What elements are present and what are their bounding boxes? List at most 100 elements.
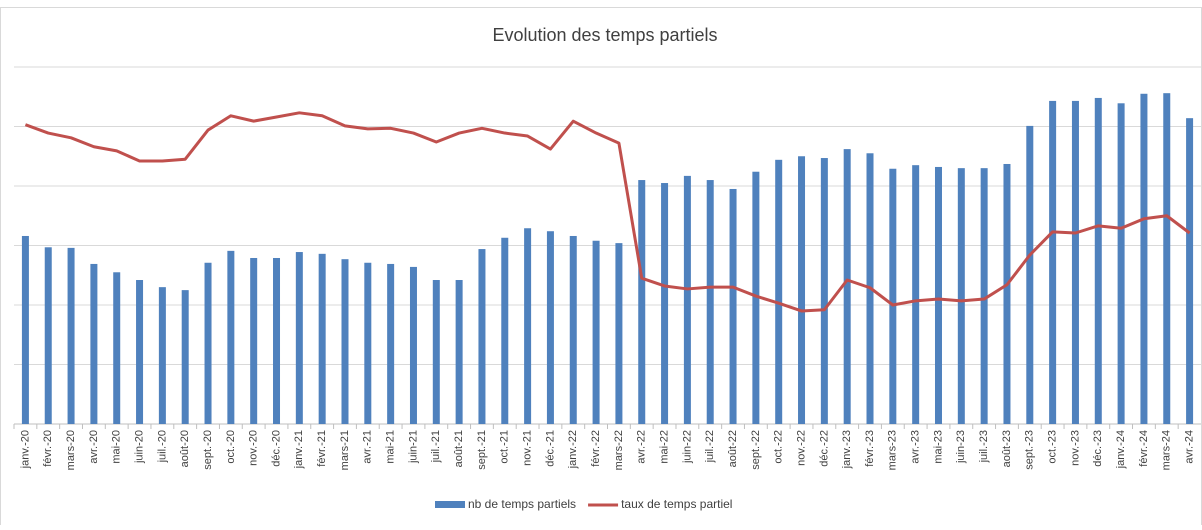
bar: [501, 237, 509, 424]
bar: [661, 183, 669, 424]
x-tick-label: févr.-24: [1138, 430, 1150, 467]
bar: [1071, 100, 1079, 424]
x-tick-label: mars-22: [613, 430, 625, 470]
legend-label: taux de temps partiel: [621, 497, 732, 511]
bar: [820, 158, 828, 424]
x-tick-label: oct.-20: [225, 430, 237, 464]
x-tick-label: sept.-22: [750, 430, 762, 470]
x-tick-label: nov.-22: [795, 430, 807, 466]
x-tick-label: mai-22: [658, 430, 670, 464]
bar: [432, 280, 440, 424]
bar: [364, 262, 372, 424]
bar: [250, 257, 258, 424]
bar: [569, 235, 577, 424]
bar: [227, 250, 235, 424]
bar: [204, 262, 212, 424]
bar: [524, 228, 532, 424]
x-tick-label: févr.-21: [316, 430, 328, 467]
x-tick-label: nov.-23: [1069, 430, 1081, 466]
x-tick-label: sept.-20: [202, 430, 214, 470]
bar: [592, 240, 600, 424]
x-tick-label: mai-23: [932, 430, 944, 464]
x-tick-label: juin-21: [407, 430, 419, 464]
bar: [387, 263, 395, 424]
bar: [546, 231, 554, 424]
x-tick-label: janv.-20: [19, 430, 31, 469]
x-tick-label: mai-20: [111, 430, 123, 464]
x-tick-label: mars-23: [887, 430, 899, 470]
bar: [683, 175, 691, 424]
x-tick-label: avr.-21: [362, 430, 374, 464]
x-tick-label: oct.-22: [773, 430, 785, 464]
bar: [273, 257, 281, 424]
bar: [67, 247, 75, 424]
bar: [295, 252, 303, 424]
bar: [615, 243, 623, 424]
bar: [798, 156, 806, 424]
x-tick-label: juin-22: [681, 430, 693, 464]
x-tick-label: févr.-23: [864, 430, 876, 467]
x-tick-label: août-21: [453, 430, 465, 467]
x-tick-label: oct.-23: [1047, 430, 1059, 464]
bar: [934, 166, 942, 424]
x-tick-label: avr.-23: [910, 430, 922, 464]
x-tick-label: juil.-21: [430, 430, 442, 463]
x-tick-label: sept.-23: [1024, 430, 1036, 470]
bar: [113, 272, 121, 424]
bar: [706, 180, 714, 424]
x-tick-label: déc.-22: [818, 430, 830, 467]
bar: [1117, 103, 1125, 425]
x-tick-label: janv.-24: [1115, 430, 1127, 469]
x-tick-label: mai-21: [385, 430, 397, 464]
line: [24, 111, 1191, 313]
bar: [181, 290, 189, 424]
x-tick-label: août-22: [727, 430, 739, 467]
bar: [729, 188, 737, 424]
x-tick-label: juil.-22: [704, 430, 716, 463]
x-tick-label: janv.-22: [567, 430, 579, 469]
bar: [318, 253, 326, 424]
x-tick-label: janv.-21: [293, 430, 305, 469]
bar: [478, 249, 486, 424]
bar: [1140, 93, 1148, 425]
x-tick-label: avr.-24: [1183, 430, 1195, 464]
bar: [158, 287, 166, 424]
bar: [409, 266, 417, 424]
bar: [980, 168, 988, 424]
bar: [21, 235, 29, 424]
x-tick-label: mars-24: [1161, 430, 1173, 470]
x-tick-label: juil.-20: [156, 430, 168, 463]
bar: [843, 149, 851, 425]
bar: [775, 159, 783, 424]
x-tick-label: août-20: [179, 430, 191, 467]
x-tick-label: févr.-20: [42, 430, 54, 467]
bar: [1163, 93, 1171, 425]
bar: [1003, 163, 1011, 425]
bar: [44, 247, 52, 424]
x-tick-label: avr.-20: [88, 430, 100, 464]
bar: [1026, 125, 1034, 424]
x-tick-label: nov.-21: [522, 430, 534, 466]
bar: [957, 168, 965, 424]
x-tick-label: juin-20: [133, 430, 145, 464]
bar: [136, 280, 144, 424]
x-tick-label: juil.-23: [978, 430, 990, 463]
bar: [455, 280, 463, 424]
bar: [1186, 118, 1194, 425]
bar: [889, 168, 897, 424]
x-tick-label: déc.-20: [270, 430, 282, 467]
x-tick-label: févr.-22: [590, 430, 602, 467]
chart-title: Evolution des temps partiels: [492, 25, 717, 45]
x-tick-label: déc.-23: [1092, 430, 1104, 467]
bar: [1094, 97, 1102, 424]
x-tick-label: déc.-21: [544, 430, 556, 467]
legend-swatch: [435, 501, 465, 508]
bar: [752, 171, 760, 424]
x-tick-label: juin-23: [955, 430, 967, 464]
bar: [912, 165, 920, 425]
x-tick-label: mars-21: [339, 430, 351, 470]
x-tick-label: nov.-20: [248, 430, 260, 466]
x-tick-label: mars-20: [65, 430, 77, 470]
legend-label: nb de temps partiels: [468, 497, 576, 511]
